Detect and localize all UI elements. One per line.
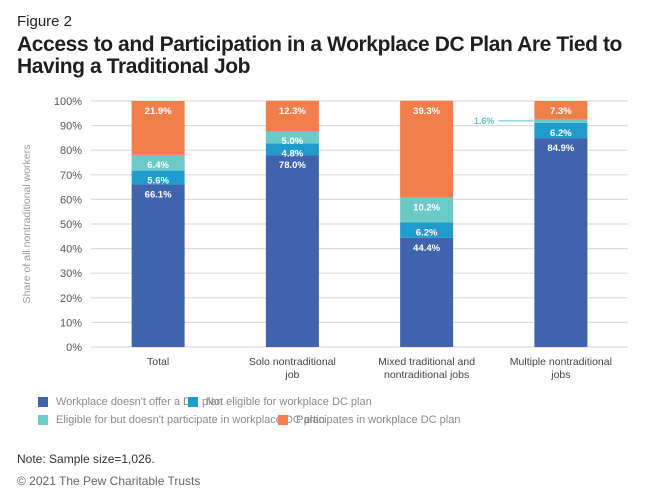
bar-segment bbox=[400, 237, 454, 347]
y-tick-label: 70% bbox=[60, 170, 82, 182]
figure-label: Figure 2 bbox=[17, 13, 73, 30]
y-tick-label: 60% bbox=[60, 194, 82, 206]
y-tick-label: 80% bbox=[60, 145, 82, 157]
bar-segment bbox=[131, 170, 185, 185]
legend-item: Not eligible for workplace DC plan bbox=[188, 396, 372, 408]
note: Note: Sample size=1,026. bbox=[17, 452, 155, 466]
bar-segment bbox=[534, 138, 588, 347]
data-label: 6.4% bbox=[147, 160, 169, 171]
bar-segment bbox=[534, 118, 588, 123]
bar-segment bbox=[400, 100, 454, 198]
legend-swatch bbox=[38, 397, 48, 407]
y-tick-label: 90% bbox=[60, 121, 82, 133]
x-axis-ticks: Total Solo nontraditional job Mixed traditi… bbox=[147, 356, 612, 381]
data-label: 84.9% bbox=[547, 143, 574, 154]
data-label: 5.0% bbox=[282, 136, 304, 147]
y-tick-label: 100% bbox=[54, 96, 82, 108]
data-label: 6.2% bbox=[416, 228, 438, 239]
y-tick-label: 30% bbox=[60, 268, 82, 280]
data-label: 10.2% bbox=[413, 202, 440, 213]
data-label: 4.8% bbox=[282, 148, 304, 159]
y-tick-label: 20% bbox=[60, 293, 82, 305]
data-label: 6.2% bbox=[550, 128, 572, 139]
x-tick-label: Multiple nontraditional jobs bbox=[510, 356, 612, 381]
data-label: 21.9% bbox=[145, 106, 172, 117]
y-tick-label: 10% bbox=[60, 317, 82, 329]
bar-segment bbox=[534, 101, 588, 119]
chart-title: Access to and Participation in a Workpla… bbox=[17, 33, 622, 78]
bar-segment bbox=[265, 100, 319, 132]
bar-segment bbox=[265, 143, 319, 156]
legend-item: Workplace doesn't offer a DC plan bbox=[38, 396, 223, 408]
data-label: 39.3% bbox=[413, 106, 440, 117]
bar-segment bbox=[265, 131, 319, 144]
y-tick-label: 40% bbox=[60, 244, 82, 256]
bar-segment bbox=[400, 222, 454, 238]
legend-swatch bbox=[188, 397, 198, 407]
x-tick-label: Mixed traditional and nontraditional jobs bbox=[378, 356, 475, 381]
x-tick-label: Total bbox=[147, 356, 169, 368]
data-label: 7.3% bbox=[550, 106, 572, 117]
legend-label: Not eligible for workplace DC plan bbox=[206, 396, 372, 408]
data-label: 66.1% bbox=[145, 189, 172, 200]
data-label: 44.4% bbox=[413, 243, 440, 254]
legend-item: Eligible for but doesn't participate in … bbox=[38, 414, 325, 426]
y-tick-label: 0% bbox=[66, 342, 82, 354]
legend-label: Workplace doesn't offer a DC plan bbox=[56, 396, 223, 408]
bar-segment bbox=[131, 154, 185, 171]
y-tick-label: 50% bbox=[60, 219, 82, 231]
legend-label: Participates in workplace DC plan bbox=[296, 414, 461, 426]
bar-segment bbox=[131, 184, 185, 347]
bar-segment bbox=[534, 122, 588, 139]
copyright: © 2021 The Pew Charitable Trusts bbox=[17, 474, 201, 488]
legend-item: Participates in workplace DC plan bbox=[278, 414, 460, 426]
data-label: 12.3% bbox=[279, 106, 306, 117]
bars: 66.1% 5.6% 6.4% 21.9% 78.0%4.8%5.0% 12.3% 44.4… bbox=[131, 100, 588, 347]
x-tick-label: Solo nontraditional job bbox=[249, 356, 336, 381]
y-axis-label: Share of all nontraditional workers bbox=[21, 145, 33, 304]
data-label: 5.6% bbox=[147, 176, 169, 187]
legend-swatch bbox=[278, 415, 288, 425]
bar-segment bbox=[131, 101, 185, 155]
y-axis-ticks: 0% 10% 20% 30% 40% 50% 60% 70% 80% 90% 100% bbox=[54, 96, 82, 354]
bar-segment bbox=[265, 155, 319, 347]
data-label: 1.6% bbox=[474, 116, 495, 126]
legend-swatch bbox=[38, 415, 48, 425]
data-label: 78.0% bbox=[279, 160, 306, 171]
legend-label: Eligible for but doesn't participate in … bbox=[56, 414, 325, 426]
bar-segment bbox=[400, 197, 454, 223]
